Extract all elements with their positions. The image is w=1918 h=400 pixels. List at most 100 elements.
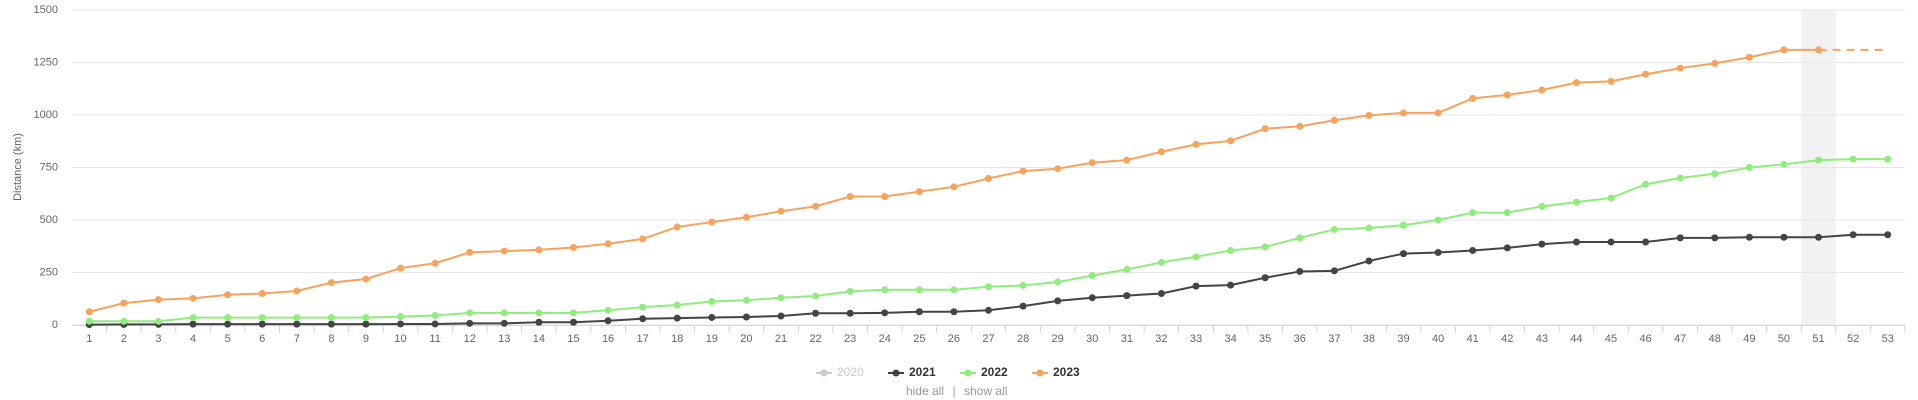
x-tick-label: 50 [1778,333,1790,345]
data-point [1365,224,1373,232]
data-point [881,192,889,200]
data-point [327,314,335,322]
x-tick-label: 36 [1294,333,1306,345]
data-point [535,246,543,254]
x-tick-label: 12 [464,333,476,345]
legend-item[interactable]: 2022 [960,365,1008,379]
data-point [1434,109,1442,117]
legend-item[interactable]: 2023 [1032,365,1080,379]
data-point [985,306,992,314]
data-point [777,294,785,302]
data-point [1572,198,1580,206]
x-tick-label: 11 [429,333,440,345]
data-point [1330,116,1338,124]
data-point [1123,292,1131,300]
data-point [1642,238,1650,246]
data-point [639,303,647,311]
x-tick-label: 26 [948,333,960,345]
show-all-link[interactable]: show all [964,384,1007,398]
data-point [258,314,266,322]
data-point [742,296,750,304]
x-tick-label: 21 [775,333,787,345]
y-tick-label: 500 [40,214,58,226]
x-tick-label: 15 [567,333,579,345]
data-point [1227,137,1235,145]
x-tick-label: 3 [155,333,161,345]
data-point [293,320,301,328]
data-point [846,192,854,200]
x-tick-label: 35 [1259,333,1271,345]
data-point [1503,209,1511,217]
data-point [1884,155,1892,163]
data-point [500,247,508,255]
data-point [639,235,647,243]
data-point [742,313,750,321]
data-point [224,314,232,322]
data-point [466,248,474,256]
data-point [1815,233,1823,241]
data-point [604,240,612,248]
hide-all-link[interactable]: hide all [906,384,944,398]
data-point [985,174,992,182]
data-point [1745,53,1753,61]
data-point [1676,234,1684,242]
data-point [1157,290,1165,297]
x-tick-label: 2 [121,333,127,345]
data-point [535,309,543,317]
data-point [1538,202,1546,210]
y-tick-label: 750 [40,161,58,173]
x-tick-label: 29 [1052,333,1064,345]
legend-symbol [964,369,972,377]
legend-item[interactable]: 2021 [888,365,936,379]
data-point [1434,249,1442,257]
x-tick-label: 47 [1674,333,1686,345]
data-point [154,317,162,325]
data-point [604,306,612,314]
data-point [1088,159,1096,167]
x-tick-label: 48 [1709,333,1721,345]
data-point [1711,234,1719,242]
data-point [812,202,820,210]
legend-item[interactable]: 2020 [816,365,864,379]
data-point [1642,70,1650,78]
data-point [1400,250,1408,258]
data-point [1815,46,1823,54]
legend-label: 2020 [837,365,864,379]
x-tick-label: 13 [498,333,510,345]
x-tick-label: 16 [602,333,614,345]
legend-label: 2022 [981,365,1008,379]
data-point [1503,91,1511,99]
x-tick-label: 49 [1743,333,1755,345]
data-point [846,309,854,317]
data-point [1330,225,1338,233]
y-tick-label: 0 [52,319,58,331]
data-point [1745,233,1753,241]
y-tick-label: 1000 [34,109,58,121]
data-point [500,309,508,317]
data-point [327,279,335,287]
data-point [639,315,647,323]
legend-symbol [1036,369,1044,377]
data-point [1227,281,1235,289]
data-point [466,309,474,317]
x-tick-label: 33 [1190,333,1202,345]
data-point [985,283,992,291]
data-point [1572,79,1580,87]
data-point [1572,238,1580,246]
x-tick-label: 51 [1812,333,1824,345]
series-line [89,158,1888,323]
x-tick-label: 41 [1467,333,1479,345]
data-point [1261,243,1269,251]
data-point [1296,267,1304,275]
data-point [708,297,716,305]
x-tick-label: 10 [394,333,406,345]
data-point [1261,125,1269,133]
data-point [85,308,93,316]
data-point [846,287,854,295]
data-point [881,309,889,317]
data-point [1469,246,1477,254]
data-point [431,312,439,320]
data-point [258,320,266,328]
data-point [1192,253,1200,261]
data-point [1607,77,1615,85]
